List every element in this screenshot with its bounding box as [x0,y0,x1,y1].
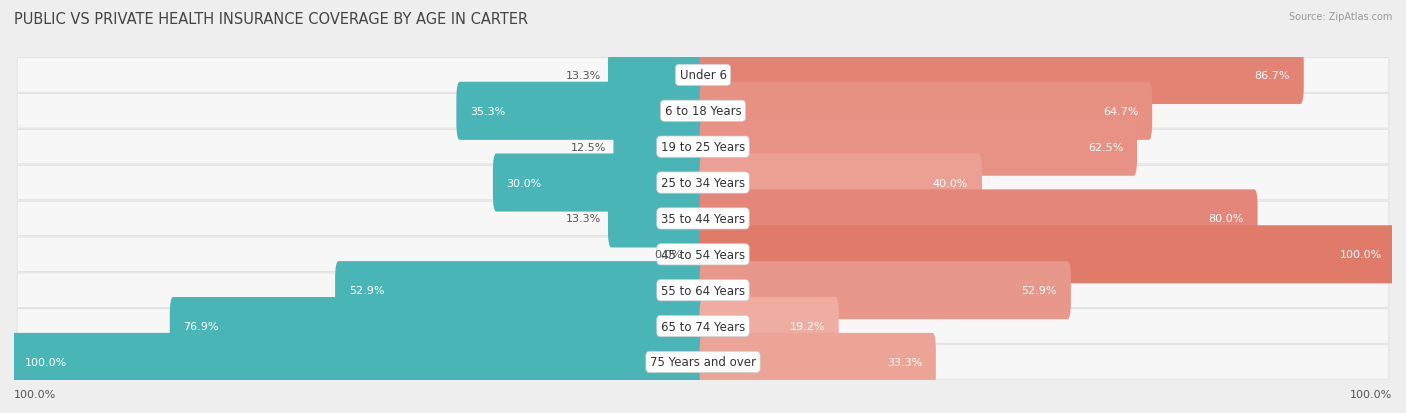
Text: 86.7%: 86.7% [1254,71,1289,81]
FancyBboxPatch shape [607,47,706,105]
Text: 64.7%: 64.7% [1102,107,1139,116]
Legend: Public Insurance, Private Insurance: Public Insurance, Private Insurance [565,410,841,413]
FancyBboxPatch shape [613,118,706,176]
Text: 100.0%: 100.0% [1350,389,1392,399]
FancyBboxPatch shape [170,297,706,355]
Text: 100.0%: 100.0% [24,357,66,367]
FancyBboxPatch shape [700,47,1303,105]
FancyBboxPatch shape [494,154,706,212]
Text: 80.0%: 80.0% [1208,214,1244,224]
FancyBboxPatch shape [700,190,1257,248]
Text: 35 to 44 Years: 35 to 44 Years [661,212,745,225]
FancyBboxPatch shape [17,166,1389,200]
FancyBboxPatch shape [700,333,936,391]
Text: 19.2%: 19.2% [789,321,825,331]
FancyBboxPatch shape [17,273,1389,308]
Text: 33.3%: 33.3% [887,357,922,367]
FancyBboxPatch shape [17,130,1389,164]
Text: 6 to 18 Years: 6 to 18 Years [665,105,741,118]
Text: 40.0%: 40.0% [932,178,969,188]
FancyBboxPatch shape [688,233,704,277]
Text: 0.0%: 0.0% [654,250,682,260]
Text: 13.3%: 13.3% [565,71,600,81]
Text: Source: ZipAtlas.com: Source: ZipAtlas.com [1288,12,1392,22]
FancyBboxPatch shape [457,83,706,140]
Text: 13.3%: 13.3% [565,214,600,224]
Text: 19 to 25 Years: 19 to 25 Years [661,141,745,154]
FancyBboxPatch shape [700,83,1152,140]
FancyBboxPatch shape [607,190,706,248]
Text: 35.3%: 35.3% [470,107,505,116]
FancyBboxPatch shape [17,309,1389,344]
FancyBboxPatch shape [700,225,1395,284]
FancyBboxPatch shape [335,261,706,320]
FancyBboxPatch shape [11,333,706,391]
FancyBboxPatch shape [17,94,1389,129]
Text: 100.0%: 100.0% [14,389,56,399]
FancyBboxPatch shape [17,202,1389,236]
FancyBboxPatch shape [17,345,1389,379]
Text: PUBLIC VS PRIVATE HEALTH INSURANCE COVERAGE BY AGE IN CARTER: PUBLIC VS PRIVATE HEALTH INSURANCE COVER… [14,12,529,27]
FancyBboxPatch shape [700,118,1137,176]
Text: 55 to 64 Years: 55 to 64 Years [661,284,745,297]
FancyBboxPatch shape [700,297,839,355]
Text: 52.9%: 52.9% [349,285,384,295]
Text: 62.5%: 62.5% [1088,142,1123,152]
Text: 100.0%: 100.0% [1340,250,1382,260]
Text: 52.9%: 52.9% [1022,285,1057,295]
FancyBboxPatch shape [17,237,1389,272]
Text: 45 to 54 Years: 45 to 54 Years [661,248,745,261]
FancyBboxPatch shape [700,261,1071,320]
Text: 65 to 74 Years: 65 to 74 Years [661,320,745,333]
Text: 75 Years and over: 75 Years and over [650,356,756,368]
Text: Under 6: Under 6 [679,69,727,82]
Text: 30.0%: 30.0% [506,178,541,188]
FancyBboxPatch shape [700,154,981,212]
Text: 25 to 34 Years: 25 to 34 Years [661,177,745,190]
FancyBboxPatch shape [17,59,1389,93]
Text: 12.5%: 12.5% [571,142,606,152]
Text: 76.9%: 76.9% [184,321,219,331]
